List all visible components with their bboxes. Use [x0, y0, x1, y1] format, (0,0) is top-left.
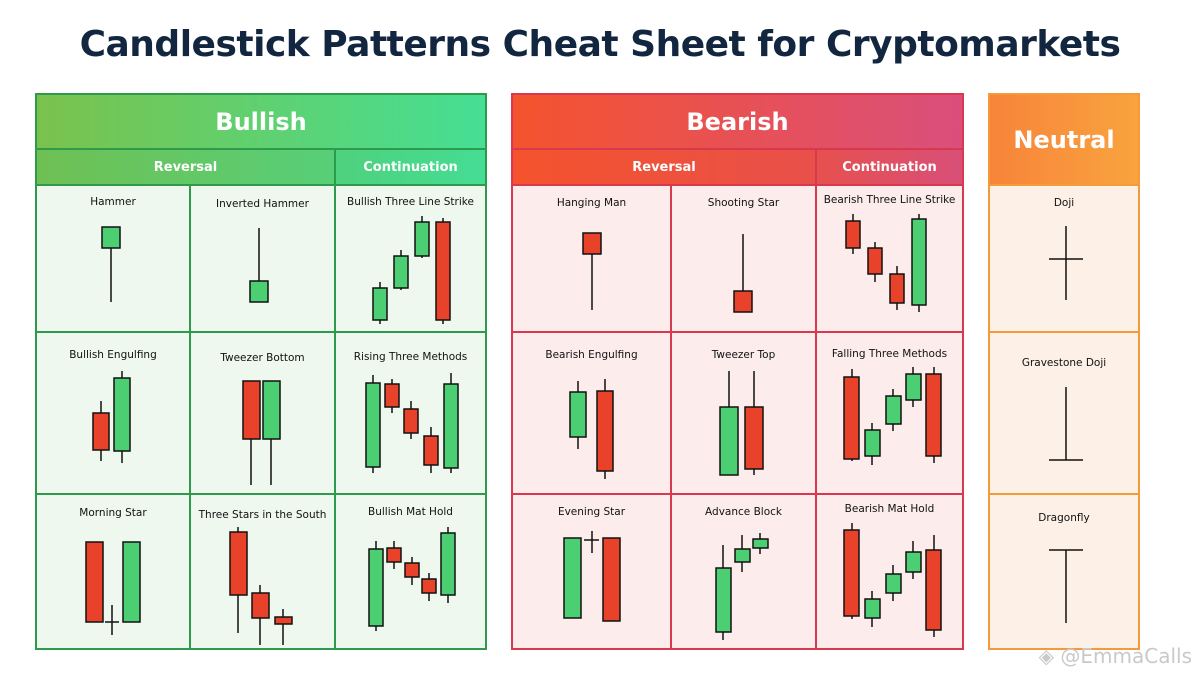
pattern-label: Shooting Star: [707, 197, 780, 209]
bullish-heading: Bullish: [37, 95, 485, 150]
pattern-hanging-man: Hanging Man: [513, 186, 672, 333]
bullish-engulfing-icon: [92, 371, 131, 463]
inverted-hammer-icon: [249, 228, 269, 303]
pattern-inverted-hammer: Inverted Hammer: [191, 186, 336, 333]
pattern-tweezer-top: Tweezer Top: [672, 333, 817, 495]
pattern-label: Hanging Man: [556, 197, 627, 209]
pattern-label: Hammer: [90, 196, 136, 208]
pattern-label: Three Stars in the South: [198, 509, 327, 521]
shooting-star-icon: [733, 234, 753, 313]
pattern-gravestone-doji: Gravestone Doji: [990, 333, 1138, 495]
pattern-three-stars-in-the-south: Three Stars in the South: [191, 495, 336, 648]
pattern-label: Tweezer Bottom: [220, 352, 305, 364]
pattern-evening-star: Evening Star: [513, 495, 672, 648]
pattern-label: Bearish Engulfing: [545, 349, 638, 361]
pattern-label: Dragonfly: [1038, 512, 1090, 524]
pattern-label: Advance Block: [705, 506, 782, 518]
pattern-advance-block: Advance Block: [672, 495, 817, 648]
pattern-label: Bearish Three Line Strike: [823, 194, 956, 206]
neutral-heading: Neutral: [990, 95, 1138, 186]
bearish-engulfing-icon: [569, 379, 614, 479]
pattern-label: Bullish Mat Hold: [368, 506, 453, 518]
pattern-label: Morning Star: [79, 507, 147, 519]
page-title: Candlestick Patterns Cheat Sheet for Cry…: [79, 24, 1121, 65]
diamond-icon: ◈: [1038, 644, 1055, 668]
pattern-tweezer-bottom: Tweezer Bottom: [191, 333, 336, 495]
doji-icon: [1049, 226, 1083, 300]
pattern-dragonfly: Dragonfly: [990, 495, 1138, 648]
neutral-panel: Neutral Doji Gravestone Doji Dragonfly: [988, 93, 1140, 650]
tweezer-top-icon: [719, 371, 764, 476]
pattern-label: Falling Three Methods: [831, 348, 948, 360]
pattern-label: Doji: [1053, 197, 1075, 209]
three-stars-in-the-south-icon: [229, 527, 293, 645]
pattern-label: Evening Star: [557, 506, 626, 518]
pattern-bearish-mat-hold: Bearish Mat Hold: [817, 495, 962, 648]
dragonfly-icon: [1049, 549, 1083, 623]
pattern-bullish-mat-hold: Bullish Mat Hold: [336, 495, 485, 648]
morning-star-icon: [85, 541, 141, 635]
pattern-label: Gravestone Doji: [1021, 357, 1107, 369]
gravestone-doji-icon: [1049, 387, 1083, 461]
bearish-three-line-strike-icon: [845, 214, 927, 312]
pattern-bearish-engulfing: Bearish Engulfing: [513, 333, 672, 495]
pattern-label: Bearish Mat Hold: [844, 503, 935, 515]
pattern-bullish-engulfing: Bullish Engulfing: [37, 333, 191, 495]
pattern-bearish-three-line-strike: Bearish Three Line Strike: [817, 186, 962, 333]
watermark-text: @EmmaCalls: [1060, 644, 1192, 668]
watermark: ◈ @EmmaCalls: [1039, 644, 1192, 668]
pattern-shooting-star: Shooting Star: [672, 186, 817, 333]
bullish-panel: Bullish Reversal Continuation Hammer Inv…: [35, 93, 487, 650]
bearish-reversal-label: Reversal: [513, 150, 817, 186]
pattern-doji: Doji: [990, 186, 1138, 333]
pattern-hammer: Hammer: [37, 186, 191, 333]
evening-star-icon: [563, 531, 621, 622]
bullish-three-line-strike-icon: [372, 216, 451, 324]
rising-three-methods-icon: [365, 373, 459, 473]
pattern-label: Inverted Hammer: [216, 198, 309, 210]
tweezer-bottom-icon: [242, 380, 281, 485]
advance-block-icon: [715, 533, 769, 640]
bearish-panel: Bearish Reversal Continuation Hanging Ma…: [511, 93, 964, 650]
pattern-label: Bullish Engulfing: [69, 349, 157, 361]
bullish-mat-hold-icon: [368, 527, 456, 631]
bearish-continuation-label: Continuation: [817, 150, 962, 186]
hammer-icon: [101, 226, 121, 302]
bearish-heading: Bearish: [513, 95, 962, 150]
falling-three-methods-icon: [843, 367, 942, 465]
pattern-rising-three-methods: Rising Three Methods: [336, 333, 485, 495]
pattern-bullish-three-line-strike: Bullish Three Line Strike: [336, 186, 485, 333]
bearish-mat-hold-icon: [843, 523, 942, 637]
pattern-label: Tweezer Top: [711, 349, 776, 361]
bullish-reversal-label: Reversal: [37, 150, 336, 186]
pattern-falling-three-methods: Falling Three Methods: [817, 333, 962, 495]
pattern-morning-star: Morning Star: [37, 495, 191, 648]
pattern-label: Bullish Three Line Strike: [347, 196, 474, 208]
pattern-label: Rising Three Methods: [353, 351, 468, 363]
hanging-man-icon: [582, 232, 602, 310]
bullish-continuation-label: Continuation: [336, 150, 485, 186]
